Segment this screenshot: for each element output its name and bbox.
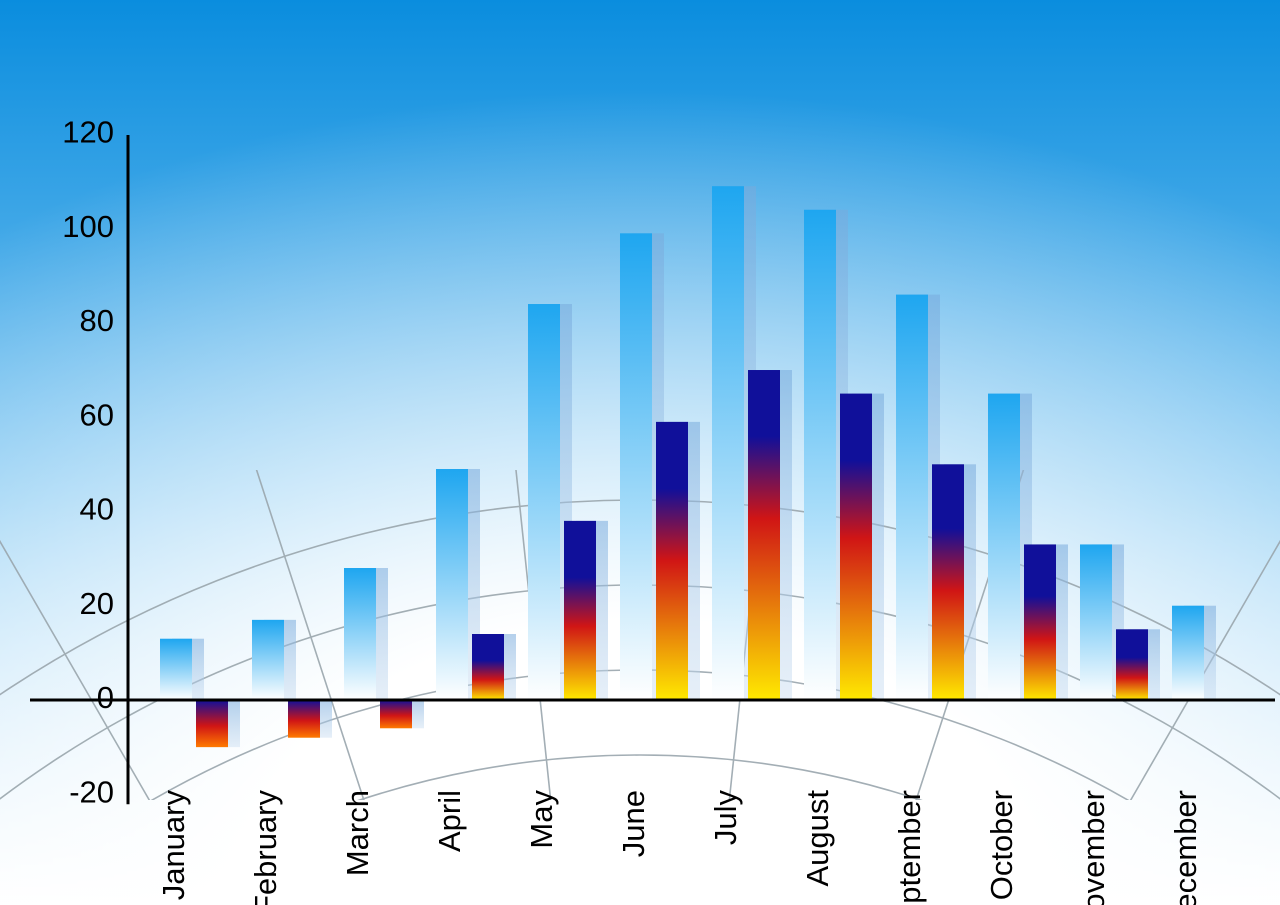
xlabel-february: February bbox=[248, 790, 283, 905]
ytick-100: 100 bbox=[62, 209, 114, 244]
bar-series2-february bbox=[288, 700, 320, 738]
bar-series2-november bbox=[1116, 629, 1148, 700]
bar-series2-may bbox=[564, 521, 596, 700]
ytick-120: 120 bbox=[62, 115, 114, 150]
xlabel-may: May bbox=[524, 790, 559, 849]
xlabel-august: August bbox=[800, 790, 835, 887]
ytick-80: 80 bbox=[80, 303, 114, 338]
bar-series2-march bbox=[380, 700, 412, 728]
xlabel-october: October bbox=[984, 790, 1019, 900]
ytick-0: 0 bbox=[97, 680, 114, 715]
bar-series1-january bbox=[160, 639, 192, 700]
bar-series2-january bbox=[196, 700, 228, 747]
bar-series1-august bbox=[804, 210, 836, 700]
bar-series2-august bbox=[840, 394, 872, 700]
xlabel-april: April bbox=[432, 790, 467, 852]
xlabel-january: January bbox=[156, 790, 191, 901]
bar-series1-october bbox=[988, 394, 1020, 700]
chart-container: { "chart": { "type": "bar", "dimensions"… bbox=[0, 0, 1280, 905]
xlabel-september: September bbox=[892, 790, 927, 905]
xlabel-november: November bbox=[1076, 790, 1111, 905]
xlabel-june: June bbox=[616, 790, 651, 857]
bar-series1-december bbox=[1172, 606, 1204, 700]
ytick-40: 40 bbox=[80, 492, 114, 527]
bar-series1-june bbox=[620, 233, 652, 700]
bar-series1-april bbox=[436, 469, 468, 700]
bar-series2-september bbox=[932, 464, 964, 700]
bar-series2-october bbox=[1024, 544, 1056, 700]
xlabel-july: July bbox=[708, 790, 743, 846]
bar-series1-november bbox=[1080, 544, 1112, 700]
xlabel-march: March bbox=[340, 790, 375, 876]
ytick-60: 60 bbox=[80, 397, 114, 432]
bar-series1-july bbox=[712, 186, 744, 700]
bar-series1-september bbox=[896, 295, 928, 700]
ytick--20: -20 bbox=[69, 774, 114, 809]
chart-svg: 120 100 80 60 40 20 0 -20 January February March A… bbox=[0, 0, 1280, 905]
xlabel-december: December bbox=[1168, 790, 1203, 905]
bar-series1-may bbox=[528, 304, 560, 700]
bar-series2-july bbox=[748, 370, 780, 700]
bar-series1-march bbox=[344, 568, 376, 700]
bar-series1-february bbox=[252, 620, 284, 700]
ytick-20: 20 bbox=[80, 586, 114, 621]
bar-series2-june bbox=[656, 422, 688, 700]
bar-series2-april bbox=[472, 634, 504, 700]
